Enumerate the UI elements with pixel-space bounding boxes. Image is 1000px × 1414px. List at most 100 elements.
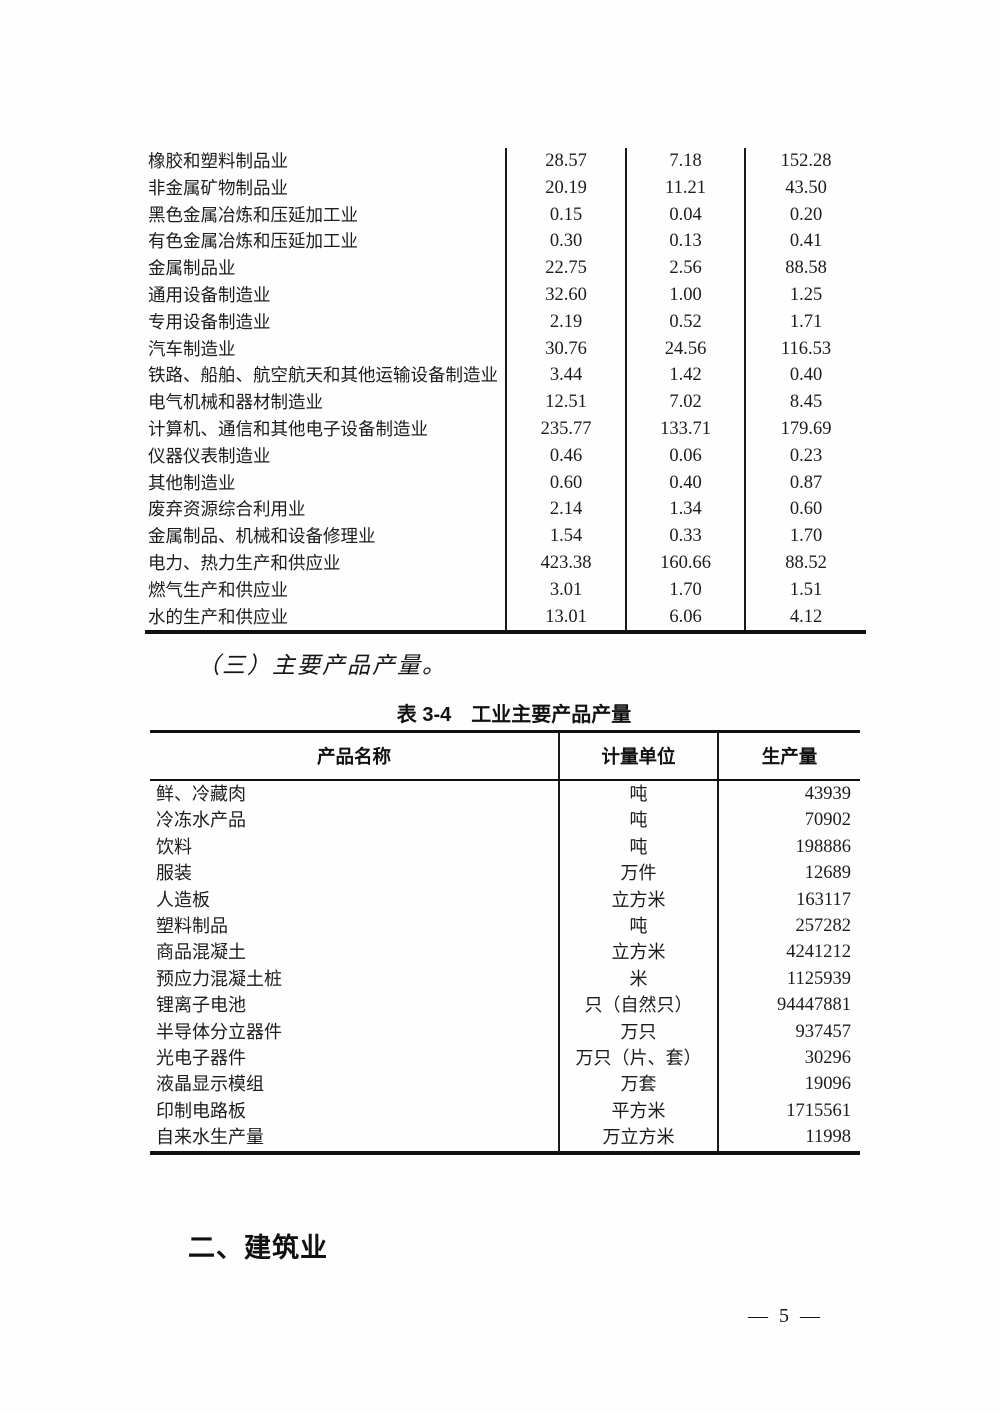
product-name: 印制电路板 [156, 1100, 246, 1121]
industry-value: 235.77 [505, 415, 626, 443]
table-row: 专用设备制造业 2.19 0.52 1.71 [145, 308, 866, 336]
table-row: 铁路、船舶、航空航天和其他运输设备制造业 3.44 1.42 0.40 [145, 362, 866, 390]
table-row: 汽车制造业 30.76 24.56 116.53 [145, 335, 866, 363]
product-name: 人造板 [156, 889, 210, 910]
table-row: 计算机、通信和其他电子设备制造业 235.77 133.71 179.69 [145, 415, 866, 443]
industry-value: 88.58 [744, 255, 866, 282]
industry-value: 116.53 [744, 335, 866, 363]
industry-value: 32.60 [505, 281, 626, 309]
product-quantity: 43939 [717, 780, 860, 808]
industry-value: 0.40 [744, 362, 866, 390]
product-table-body: 鲜、冷藏肉吨 43939 冷冻水产品吨 70902 饮料吨 198886 服装 万件 12689… [150, 780, 860, 1153]
table-row: 非金属矿物制品业 20.19 11.21 43.50 [145, 174, 866, 202]
header-quantity: 生产量 [717, 731, 860, 781]
header-unit: 计量单位 [558, 731, 718, 781]
table-row: 饮料 吨 198886 [150, 833, 860, 861]
industry-value: 24.56 [625, 335, 745, 363]
industry-value: 7.18 [625, 148, 745, 175]
product-name: 液晶显示模组 [156, 1074, 264, 1095]
industry-value: 2.56 [625, 255, 745, 282]
product-name: 饮料 [156, 836, 192, 857]
table-row: 锂离子电池 只（自然只） 94447881 [150, 992, 860, 1019]
industry-value: 20.19 [505, 174, 626, 202]
industry-label: 铁路、船舶、航空航天和其他运输设备制造业 [148, 365, 498, 386]
product-name: 商品混凝土 [156, 942, 246, 963]
table-row: 商品混凝土 立方米 4241212 [150, 939, 860, 966]
table-row: 废弃资源综合利用业 2.14 1.34 0.60 [145, 496, 866, 524]
product-quantity: 1715561 [717, 1097, 860, 1125]
product-table-header: 产品名称 计量单位 生产量 [150, 731, 860, 781]
industry-value: 88.52 [744, 549, 866, 577]
industry-value: 0.30 [505, 228, 626, 256]
industry-value: 4.12 [744, 603, 866, 633]
industry-value: 0.23 [744, 442, 866, 470]
header-product-name: 产品名称 [150, 731, 559, 781]
industry-value: 8.45 [744, 389, 866, 416]
industry-value: 1.42 [625, 362, 745, 390]
industry-value: 30.76 [505, 335, 626, 363]
table-row: 电力、热力生产和供应业 423.38 160.66 88.52 [145, 549, 866, 577]
table-row: 预应力混凝土桩 米 1125939 [150, 965, 860, 993]
industry-value: 179.69 [744, 415, 866, 443]
product-quantity: 1125939 [717, 965, 860, 993]
table-row: 冷冻水产品 吨 70902 [150, 807, 860, 834]
table-row: 橡胶和塑料制品业 28.57 7.18 152.28 [145, 148, 866, 175]
table-row: 燃气生产和供应业 3.01 1.70 1.51 [145, 576, 866, 604]
table-row: 电气机械和器材制造业 12.51 7.02 8.45 [145, 389, 866, 416]
industry-value: 1.25 [744, 281, 866, 309]
industry-label: 燃气生产和供应业 [148, 579, 288, 600]
industry-value: 0.33 [625, 523, 745, 550]
product-unit: 米 [558, 965, 718, 993]
product-unit: 吨 [558, 807, 718, 834]
product-unit: 吨 [558, 913, 718, 940]
product-name: 锂离子电池 [156, 995, 246, 1016]
product-unit: 万件 [558, 860, 718, 887]
industry-value: 3.01 [505, 576, 626, 604]
product-name: 半导体分立器件 [156, 1021, 282, 1042]
industry-value: 1.00 [625, 281, 745, 309]
table-row: 通用设备制造业 32.60 1.00 1.25 [145, 281, 866, 309]
table-row: 半导体分立器件 万只 937457 [150, 1018, 860, 1046]
industry-value: 1.34 [625, 496, 745, 524]
product-unit: 万只（片、套） [558, 1045, 718, 1072]
product-quantity: 257282 [717, 913, 860, 940]
product-unit: 万立方米 [558, 1124, 718, 1153]
industry-table: 橡胶和塑料制品业 28.57 7.18 152.28 非金属矿物制品业 20.19 11.2… [145, 148, 866, 635]
industry-value: 0.87 [744, 469, 866, 497]
industry-label: 有色金属冶炼和压延加工业 [148, 231, 358, 252]
product-quantity: 94447881 [717, 992, 860, 1019]
table-row: 自来水生产量 万立方米 11998 [150, 1124, 860, 1153]
product-quantity: 12689 [717, 860, 860, 887]
product-unit: 吨 [558, 833, 718, 861]
table-row: 有色金属冶炼和压延加工业 0.30 0.13 0.41 [145, 228, 866, 256]
industry-label: 电力、热力生产和供应业 [148, 552, 341, 573]
table-row: 其他制造业 0.60 0.40 0.87 [145, 469, 866, 497]
product-unit: 立方米 [558, 939, 718, 966]
product-quantity: 4241212 [717, 939, 860, 966]
industry-label: 橡胶和塑料制品业 [148, 151, 288, 171]
header-row: 产品名称 计量单位 生产量 [150, 731, 860, 781]
industry-table-body: 橡胶和塑料制品业 28.57 7.18 152.28 非金属矿物制品业 20.19 11.2… [145, 148, 866, 633]
industry-value: 152.28 [744, 148, 866, 175]
product-quantity: 30296 [717, 1045, 860, 1072]
product-quantity: 11998 [717, 1124, 860, 1153]
industry-label: 计算机、通信和其他电子设备制造业 [148, 418, 428, 439]
table-row: 仪器仪表制造业 0.46 0.06 0.23 [145, 442, 866, 470]
section-heading-main-products: （三）主要产品产量。 [197, 653, 447, 678]
industry-label: 专用设备制造业 [148, 311, 271, 332]
industry-value: 1.70 [625, 576, 745, 604]
industry-label: 水的生产和供应业 [148, 606, 288, 627]
industry-value: 1.54 [505, 523, 626, 550]
table-row: 水的生产和供应业 13.01 6.06 4.12 [145, 603, 866, 633]
product-name: 光电子器件 [156, 1048, 246, 1069]
industry-value: 0.41 [744, 228, 866, 256]
industry-value: 0.13 [625, 228, 745, 256]
industry-label: 非金属矿物制品业 [148, 177, 288, 198]
industry-label: 汽车制造业 [148, 338, 236, 359]
industry-value: 423.38 [505, 549, 626, 577]
product-unit: 万只 [558, 1018, 718, 1046]
product-name: 塑料制品 [156, 916, 228, 937]
industry-value: 0.15 [505, 201, 626, 229]
table-row: 液晶显示模组 万套 19096 [150, 1071, 860, 1098]
industry-value: 160.66 [625, 549, 745, 577]
